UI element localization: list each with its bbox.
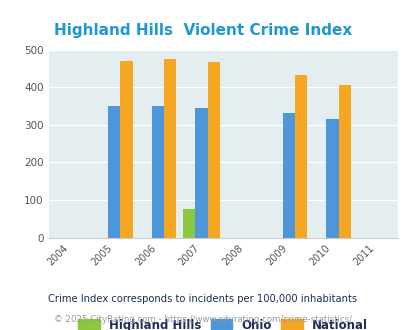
Text: Crime Index corresponds to incidents per 100,000 inhabitants: Crime Index corresponds to incidents per…	[48, 294, 357, 304]
Bar	[183, 209, 195, 238]
Text: Highland Hills  Violent Crime Index: Highland Hills Violent Crime Index	[54, 23, 351, 38]
Bar	[120, 61, 132, 238]
Bar	[151, 106, 164, 238]
Legend: Highland Hills, Ohio, National: Highland Hills, Ohio, National	[75, 315, 371, 330]
Bar	[207, 62, 219, 238]
Bar	[164, 59, 176, 238]
Bar	[294, 75, 306, 238]
Bar	[282, 113, 294, 238]
Bar	[326, 119, 338, 238]
Bar	[195, 108, 207, 238]
Text: © 2025 CityRating.com - https://www.cityrating.com/crime-statistics/: © 2025 CityRating.com - https://www.city…	[54, 315, 351, 324]
Bar	[338, 85, 350, 238]
Bar	[108, 106, 120, 238]
